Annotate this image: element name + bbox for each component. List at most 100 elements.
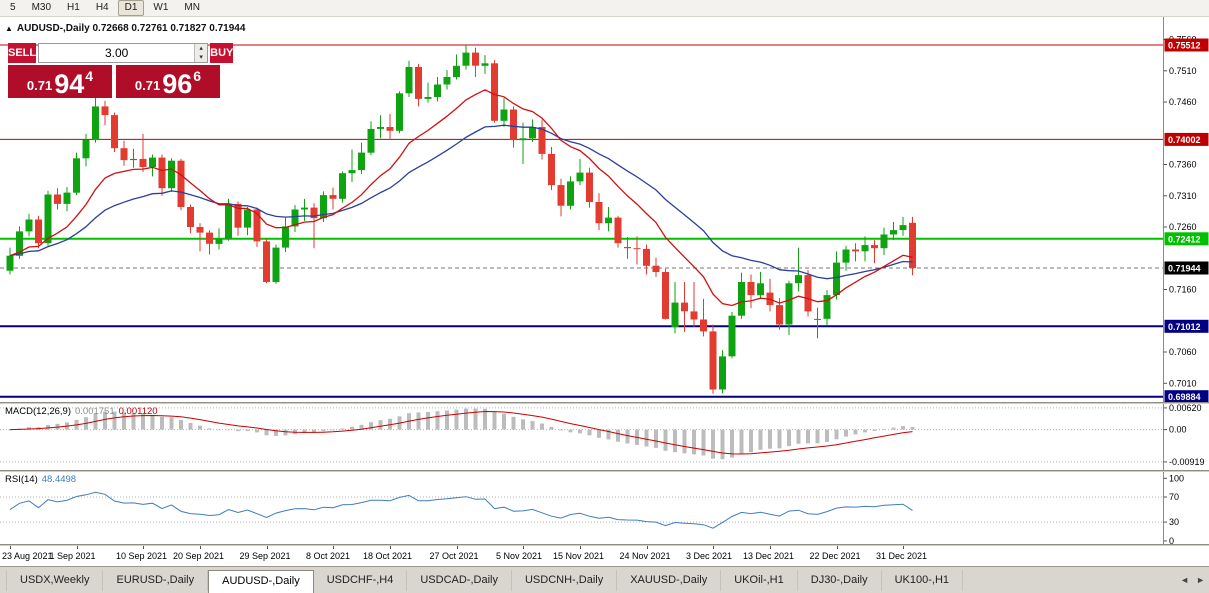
time-axis-tick [10,546,11,549]
svg-text:0.7510: 0.7510 [1169,66,1197,76]
timeframe-button-h1[interactable]: H1 [67,2,80,13]
svg-text:0.7460: 0.7460 [1169,97,1197,107]
timeframe-button-w1[interactable]: W1 [153,2,169,13]
chart-tab-xauusd-daily[interactable]: XAUUSD-,Daily [617,570,722,591]
svg-text:0.74002: 0.74002 [1168,135,1201,145]
svg-text:-0.00919: -0.00919 [1169,457,1205,467]
macd-name: MACD(12,26,9) [5,406,71,417]
time-axis-label: 13 Dec 2021 [743,551,795,561]
chart-tab-usdcad-daily[interactable]: USDCAD-,Daily [407,570,512,591]
time-axis-label: 27 Oct 2021 [429,551,479,561]
chart-title: ▲ AUDUSD-,Daily 0.72668 0.72761 0.71827 0… [5,23,245,34]
chart-tab-usdcnh-daily[interactable]: USDCNH-,Daily [512,570,618,591]
timeframe-button-h4[interactable]: H4 [95,2,109,13]
tab-scroll-left-button[interactable]: ◄ [1180,575,1190,585]
volume-field: ▴ ▾ [38,43,209,63]
svg-text:30: 30 [1169,517,1179,527]
rsi-canvas: 100 70 30 0 [0,472,1209,544]
time-axis-label: 15 Nov 2021 [553,551,605,561]
chart-tab-bar: USDX,Weekly EURUSD-,Daily AUDUSD-,Daily USD… [0,566,1209,593]
svg-text:0.7310: 0.7310 [1169,191,1197,201]
time-axis-tick [770,546,771,549]
volume-up-button[interactable]: ▴ [195,44,208,53]
main-chart-pane[interactable]: 0.75600.75100.74600.73600.73100.72600.71… [0,17,1209,402]
rsi-label: RSI(14) 48.4498 [5,474,76,485]
chart-tab-usdx-weekly[interactable]: USDX,Weekly [6,570,104,591]
svg-text:0.75512: 0.75512 [1168,41,1201,51]
pane-separator[interactable] [0,470,1209,472]
time-axis-label: 31 Dec 2021 [876,551,928,561]
macd-indicator-pane[interactable]: 0.00620 0.00 -0.00919 MACD(12,26,9) 0.00175… [0,404,1209,470]
svg-text:0.71012: 0.71012 [1168,322,1201,332]
macd-canvas: 0.00620 0.00 -0.00919 [0,404,1209,470]
time-axis-label: 3 Dec 2021 [686,551,733,561]
chart-ohlc-text: AUDUSD-,Daily 0.72668 0.72761 0.71827 0.… [16,23,246,34]
price-chart-canvas[interactable]: 0.75600.75100.74600.73600.73100.72600.71… [0,17,1209,402]
chart-tab-uk100-h1[interactable]: UK100-,H1 [882,570,964,591]
chart-tab-audusd-daily[interactable]: AUDUSD-,Daily [208,570,314,593]
time-axis-tick [646,546,648,549]
price-scale[interactable] [1164,17,1209,544]
buy-price-sup: 6 [193,68,202,84]
time-axis-label: 24 Nov 2021 [619,551,671,561]
pane-separator[interactable] [0,544,1209,546]
time-axis[interactable]: 23 Aug 2021 1 Sep 2021 10 Sep 2021 20 Sep 2… [0,546,1209,566]
volume-spinner: ▴ ▾ [194,44,208,62]
chart-tab-ukoil-h1[interactable]: UKOil-,H1 [721,570,798,591]
buy-button[interactable]: BUY [210,43,234,63]
time-axis-tick [390,546,391,549]
rsi-value: 48.4498 [41,474,77,485]
time-axis-label: 1 Sep 2021 [49,551,96,561]
rsi-name: RSI(14) [5,474,38,485]
buy-price-prefix: 0.71 [134,78,161,93]
timeframe-toolbar: 5 M30 H1 H4 D1 W1 MN [0,0,1209,17]
timeframe-button-mn[interactable]: MN [184,2,200,13]
time-axis-tick [523,546,524,549]
buy-price-big: 96 [162,68,193,99]
time-axis-tick [713,546,714,549]
time-axis-label: 10 Sep 2021 [116,551,168,561]
timeframe-button-m30[interactable]: M30 [31,2,52,13]
macd-main-value: 0.001751 [75,406,115,417]
time-axis-tick [456,546,458,549]
time-axis-label: 18 Oct 2021 [363,551,413,561]
sell-price-big: 94 [54,68,85,99]
timeframe-button-5[interactable]: 5 [10,2,16,13]
svg-text:0.7260: 0.7260 [1169,222,1197,232]
time-axis-tick [200,546,201,549]
time-axis-tick [580,546,581,549]
time-axis-label: 23 Aug 2021 [2,551,53,561]
chart-tab-eurusd-daily[interactable]: EURUSD-,Daily [103,570,209,591]
svg-text:0.7360: 0.7360 [1169,160,1197,170]
rsi-indicator-pane[interactable]: 100 70 30 0 RSI(14) 48.4498 [0,472,1209,544]
pane-separator[interactable] [0,402,1209,404]
svg-text:0.69884: 0.69884 [1168,392,1201,402]
svg-text:0.7010: 0.7010 [1169,378,1197,388]
svg-text:0.00620: 0.00620 [1169,404,1202,413]
timeframe-button-d1[interactable]: D1 [117,0,145,16]
chart-tab-usdchf-h4[interactable]: USDCHF-,H4 [314,570,408,591]
sell-price-prefix: 0.71 [26,78,53,93]
time-axis-tick [266,546,268,549]
sell-price-sup: 4 [85,68,94,84]
time-axis-tick [143,546,144,549]
sell-price-display[interactable]: 0.71 94 4 [8,65,112,98]
one-click-collapse-icon[interactable]: ▲ [5,24,13,33]
volume-down-button[interactable]: ▾ [195,53,208,62]
time-axis-tick [836,546,838,549]
chart-tab-dj30-daily[interactable]: DJ30-,Daily [798,570,882,591]
svg-text:0.7060: 0.7060 [1169,347,1197,357]
volume-input[interactable] [39,44,195,62]
time-axis-label: 8 Oct 2021 [306,551,351,561]
buy-price-display[interactable]: 0.71 96 6 [116,65,220,98]
time-axis-label: 29 Sep 2021 [239,551,291,561]
time-axis-label: 20 Sep 2021 [173,551,225,561]
time-axis-tick [903,546,904,549]
macd-label: MACD(12,26,9) 0.001751 0.001120 [5,406,158,417]
tab-scroll-right-button[interactable]: ► [1196,575,1205,585]
time-axis-label: 22 Dec 2021 [809,551,861,561]
sell-button[interactable]: SELL [8,43,37,63]
svg-text:0.7160: 0.7160 [1169,285,1197,295]
